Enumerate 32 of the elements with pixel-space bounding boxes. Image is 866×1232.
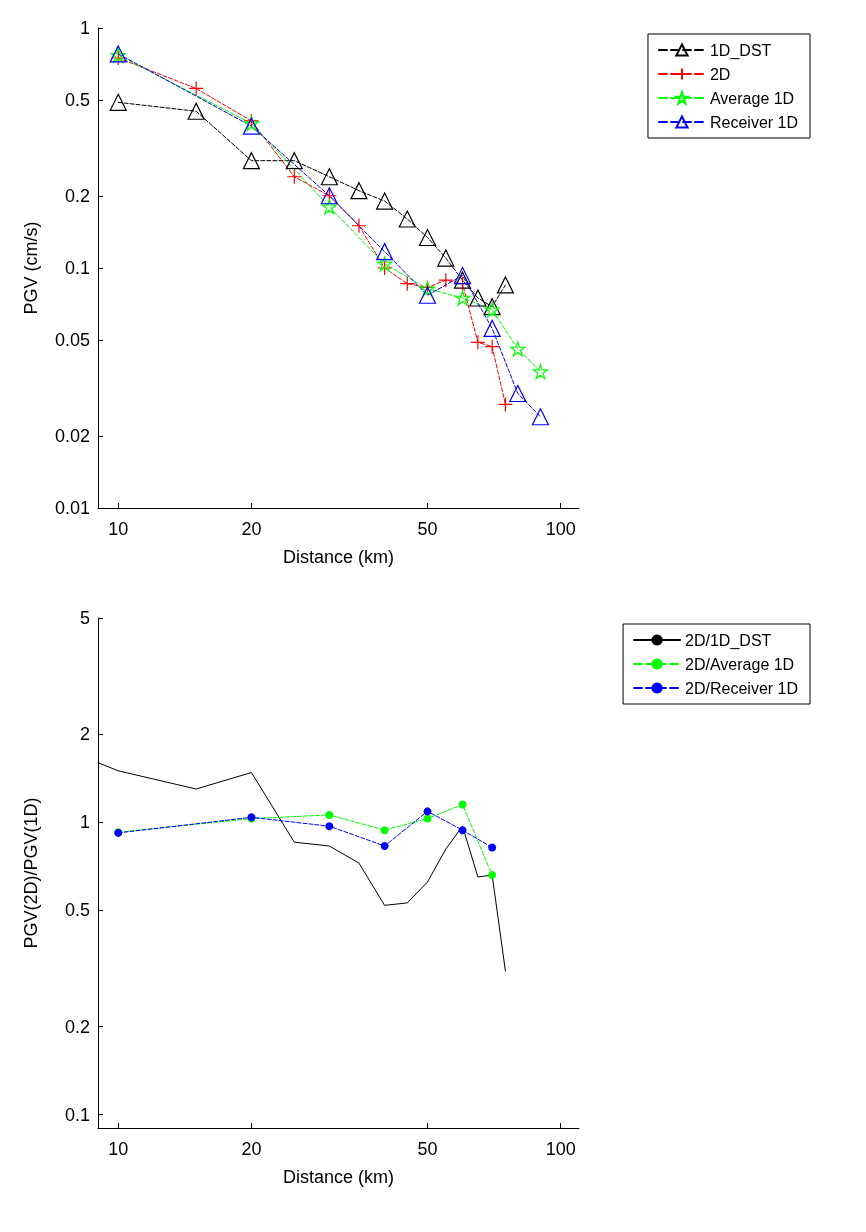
y-tick-label: 0.01 [54, 498, 90, 518]
y-tick-label: 2 [79, 724, 90, 745]
legend-label: 2D [709, 65, 731, 83]
y-tick-label: 1 [79, 18, 90, 38]
y-axis-title: PGV (cm/s) [21, 221, 41, 315]
legend-label: Average 1D [709, 89, 795, 107]
x-tick-label: 100 [545, 1139, 576, 1159]
y-tick-label: 0.5 [64, 900, 90, 921]
y-tick-label: 0.1 [64, 1104, 90, 1125]
x-tick-label: 20 [241, 519, 262, 539]
y-tick-label: 5 [79, 608, 90, 628]
y-tick-label: 0.2 [64, 185, 90, 206]
x-axis-title: Distance (km) [282, 1167, 395, 1187]
y-axis-title: PGV(2D)/PGV(1D) [21, 797, 41, 949]
x-tick-label: 50 [417, 1139, 438, 1159]
legend-label: 2D/1D_DST [685, 631, 772, 650]
y-tick-label: 0.5 [64, 90, 90, 111]
y-tick-label: 0.1 [64, 258, 90, 278]
x-axis-title: Distance (km) [282, 547, 395, 567]
x-tick-label: 20 [241, 1139, 262, 1159]
x-tick-label: 50 [417, 519, 438, 539]
legend-label: 1D_DST [709, 41, 772, 60]
x-tick-label: 100 [545, 519, 576, 539]
y-tick-label: 0.05 [54, 330, 90, 351]
legend-label: 2D/Receiver 1D [685, 679, 799, 697]
x-tick-label: 10 [108, 1139, 129, 1159]
y-tick-label: 0.2 [64, 1016, 90, 1037]
legend-label: Receiver 1D [709, 113, 798, 131]
y-tick-label: 0.02 [54, 425, 90, 446]
x-tick-label: 10 [108, 519, 129, 539]
y-tick-label: 1 [79, 812, 90, 833]
legend-label: 2D/Average 1D [685, 655, 795, 673]
